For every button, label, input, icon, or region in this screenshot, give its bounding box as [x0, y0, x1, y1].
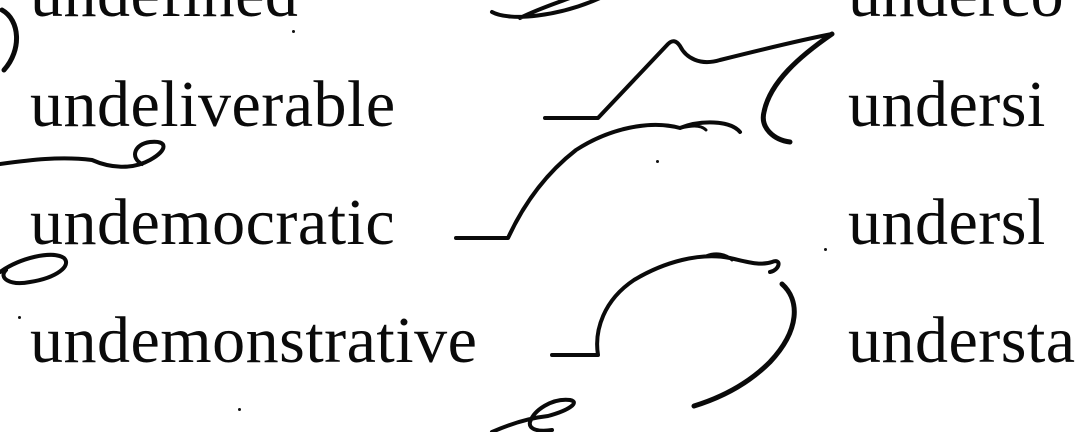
word-right-row-2: undersl — [848, 186, 1046, 259]
outline-undemonstrative-mark — [704, 252, 734, 262]
outline-undeliverable-tail — [760, 31, 835, 145]
word-undemonstrative: undemonstrative — [30, 304, 478, 377]
word-top-right-partial: underco — [848, 0, 1064, 28]
speck-5 — [824, 248, 827, 251]
outline-undemocratic-hook — [678, 124, 708, 132]
word-undeliverable: undeliverable — [30, 68, 396, 141]
outline-left-squiggle — [0, 139, 166, 169]
word-undemocratic: undemocratic — [30, 186, 396, 259]
word-right-row-3: understa — [848, 304, 1076, 377]
speck-4 — [292, 30, 295, 33]
outline-undemonstrative-tail — [691, 281, 797, 409]
speck-2 — [238, 408, 241, 411]
outline-undeliverable — [543, 32, 834, 120]
word-right-row-1: undersi — [848, 68, 1046, 141]
top-left-bracket-stroke — [0, 7, 19, 73]
outline-undemocratic — [454, 120, 742, 240]
top-center-loop-stroke — [490, 0, 601, 20]
outline-undemonstrative — [550, 254, 781, 357]
word-top-left-partial: undefined — [30, 0, 298, 28]
outline-bottom-loop — [490, 397, 576, 432]
speck-1 — [18, 316, 21, 319]
speck-3 — [656, 160, 659, 163]
outline-left-loop — [0, 252, 68, 285]
